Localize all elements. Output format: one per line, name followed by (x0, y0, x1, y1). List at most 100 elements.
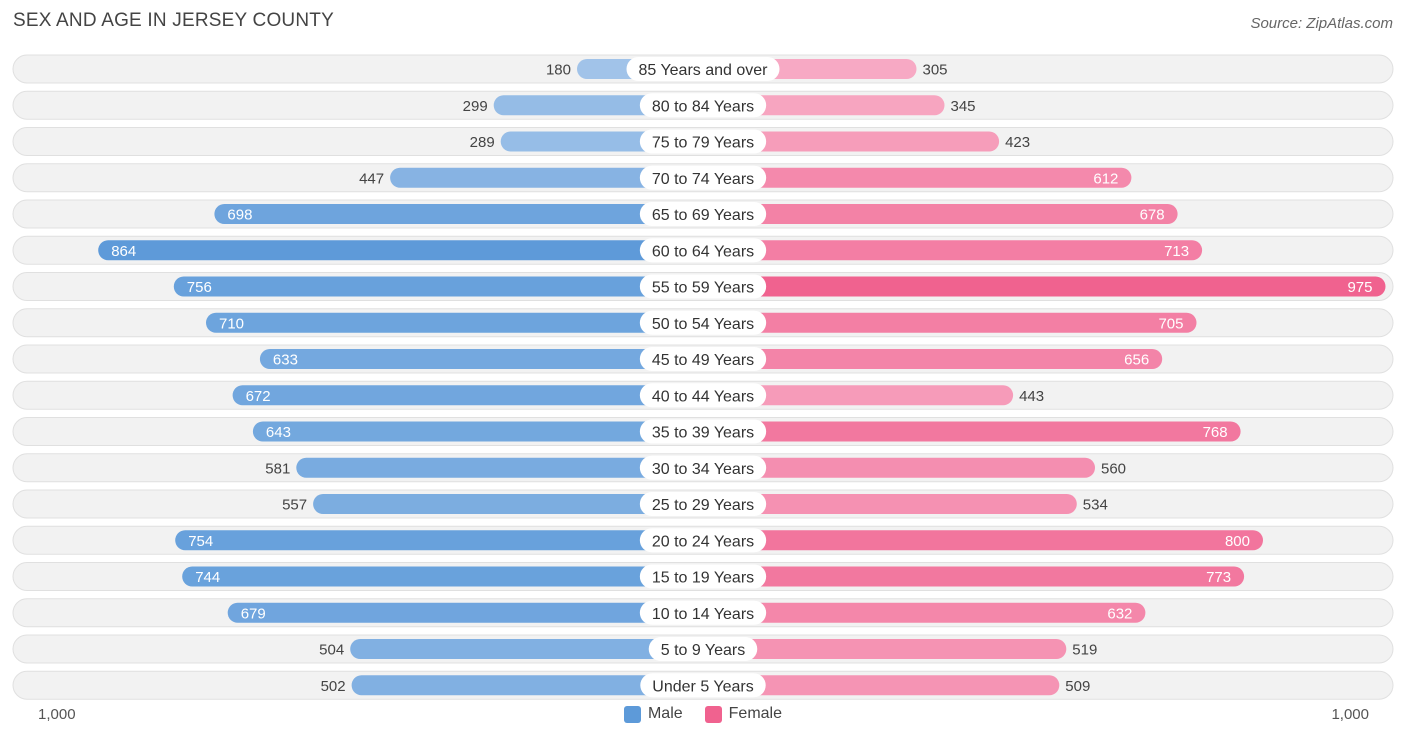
female-bar[interactable] (703, 494, 1077, 514)
female-value-label: 519 (1072, 642, 1097, 659)
male-value-label: 581 (265, 460, 290, 477)
male-bar[interactable] (390, 167, 703, 188)
male-bar[interactable] (182, 566, 703, 587)
category-label: 5 to 9 Years (648, 637, 758, 661)
category-label: 25 to 29 Years (639, 492, 767, 516)
legend-item-male[interactable]: Male (623, 705, 683, 723)
female-bar[interactable] (703, 639, 1067, 659)
category-label: 55 to 59 Years (639, 274, 767, 299)
female-value-label: 534 (1083, 497, 1108, 514)
female-value-label: 705 (1158, 315, 1183, 332)
male-bar[interactable] (232, 385, 703, 406)
category-label-text: 50 to 54 Years (652, 316, 754, 333)
male-value-label: 180 (546, 62, 571, 79)
male-value-label: 672 (246, 388, 271, 405)
female-swatch (704, 705, 722, 723)
female-bar[interactable] (703, 602, 1146, 623)
category-label-text: 5 to 9 Years (661, 642, 746, 659)
category-label-text: 75 to 79 Years (652, 135, 754, 152)
female-value-label: 773 (1206, 569, 1231, 586)
male-bar[interactable] (175, 530, 703, 551)
male-bar[interactable] (351, 675, 703, 696)
male-value-label: 754 (188, 533, 213, 550)
male-bar[interactable] (206, 312, 703, 333)
category-label-pill (639, 129, 767, 154)
category-label-text: 15 to 19 Years (652, 570, 754, 587)
category-label-text: 85 Years and over (639, 62, 769, 79)
source-credit: Source: ZipAtlas.com (1250, 15, 1393, 32)
male-bar[interactable] (313, 494, 703, 514)
male-bar[interactable] (227, 602, 703, 623)
category-label-text: 45 to 49 Years (652, 352, 754, 369)
category-label-pill (639, 383, 767, 408)
category-label: 40 to 44 Years (639, 383, 767, 408)
male-bar[interactable] (252, 421, 703, 442)
male-value-label: 299 (463, 98, 488, 115)
female-bar[interactable] (703, 530, 1263, 551)
category-label-text: 25 to 29 Years (652, 497, 754, 514)
category-label-pill (639, 600, 767, 625)
female-bar[interactable] (703, 204, 1178, 224)
category-label: 75 to 79 Years (639, 129, 767, 154)
male-value-label: 756 (187, 279, 212, 296)
category-label-pill (639, 202, 767, 226)
female-value-label: 423 (1005, 134, 1030, 151)
male-value-label: 289 (470, 134, 495, 151)
male-bar[interactable] (259, 349, 703, 369)
category-label: 45 to 49 Years (639, 347, 767, 371)
female-bar[interactable] (703, 276, 1386, 297)
legend-item-female[interactable]: Female (704, 705, 782, 723)
category-label-text: 60 to 64 Years (652, 243, 754, 260)
female-value-label: 443 (1019, 388, 1044, 405)
female-bar[interactable] (703, 240, 1203, 261)
female-bar[interactable] (703, 385, 1014, 406)
category-label-pill (639, 455, 767, 480)
female-bar[interactable] (703, 349, 1163, 369)
category-label-text: 35 to 39 Years (652, 425, 754, 442)
population-pyramid-chart: 180 305 85 Years and over 299 345 80 to 84 Ye… (12, 54, 1394, 700)
female-bar[interactable] (703, 421, 1241, 442)
category-label-text: 10 to 14 Years (652, 606, 754, 623)
category-label-pill (639, 492, 767, 516)
category-label: 50 to 54 Years (639, 310, 767, 335)
category-label-pill (639, 347, 767, 371)
category-label: Under 5 Years (640, 673, 766, 698)
female-value-label: 975 (1347, 279, 1372, 296)
female-value-label: 345 (951, 98, 976, 115)
female-value-label: 632 (1107, 605, 1132, 622)
category-label: 10 to 14 Years (639, 600, 767, 625)
category-label: 85 Years and over (626, 57, 780, 81)
female-value-label: 509 (1065, 678, 1090, 695)
category-label-text: 40 to 44 Years (652, 388, 754, 405)
axis-left-label: 1,000 (38, 706, 76, 723)
category-label: 70 to 74 Years (639, 165, 767, 190)
category-label-text: 20 to 24 Years (652, 533, 754, 550)
female-bar[interactable] (703, 312, 1197, 333)
female-value-label: 800 (1225, 533, 1250, 550)
category-label-text: 30 to 34 Years (652, 461, 754, 478)
male-bar[interactable] (173, 276, 704, 297)
female-value-label: 305 (923, 62, 948, 79)
male-value-label: 864 (111, 243, 136, 260)
category-label-text: 65 to 69 Years (652, 207, 754, 224)
male-bar[interactable] (296, 457, 703, 478)
axis-right-label: 1,000 (1331, 706, 1369, 723)
female-value-label: 678 (1140, 207, 1165, 224)
female-bar[interactable] (703, 457, 1095, 478)
category-label-text: Under 5 Years (652, 678, 753, 695)
category-label-pill (640, 673, 766, 698)
male-value-label: 557 (282, 497, 307, 514)
male-swatch (623, 705, 641, 723)
category-label-pill (626, 57, 780, 81)
category-label-pill (639, 419, 767, 444)
female-bar[interactable] (703, 566, 1245, 587)
male-bar[interactable] (350, 639, 703, 659)
male-bar[interactable] (98, 240, 703, 261)
male-bar[interactable] (214, 204, 703, 224)
category-label: 60 to 64 Years (639, 238, 767, 263)
category-label-text: 55 to 59 Years (652, 280, 754, 297)
female-bar[interactable] (703, 131, 1000, 152)
category-label: 35 to 39 Years (639, 419, 767, 444)
female-bar[interactable] (703, 167, 1132, 188)
female-bar[interactable] (703, 675, 1060, 696)
